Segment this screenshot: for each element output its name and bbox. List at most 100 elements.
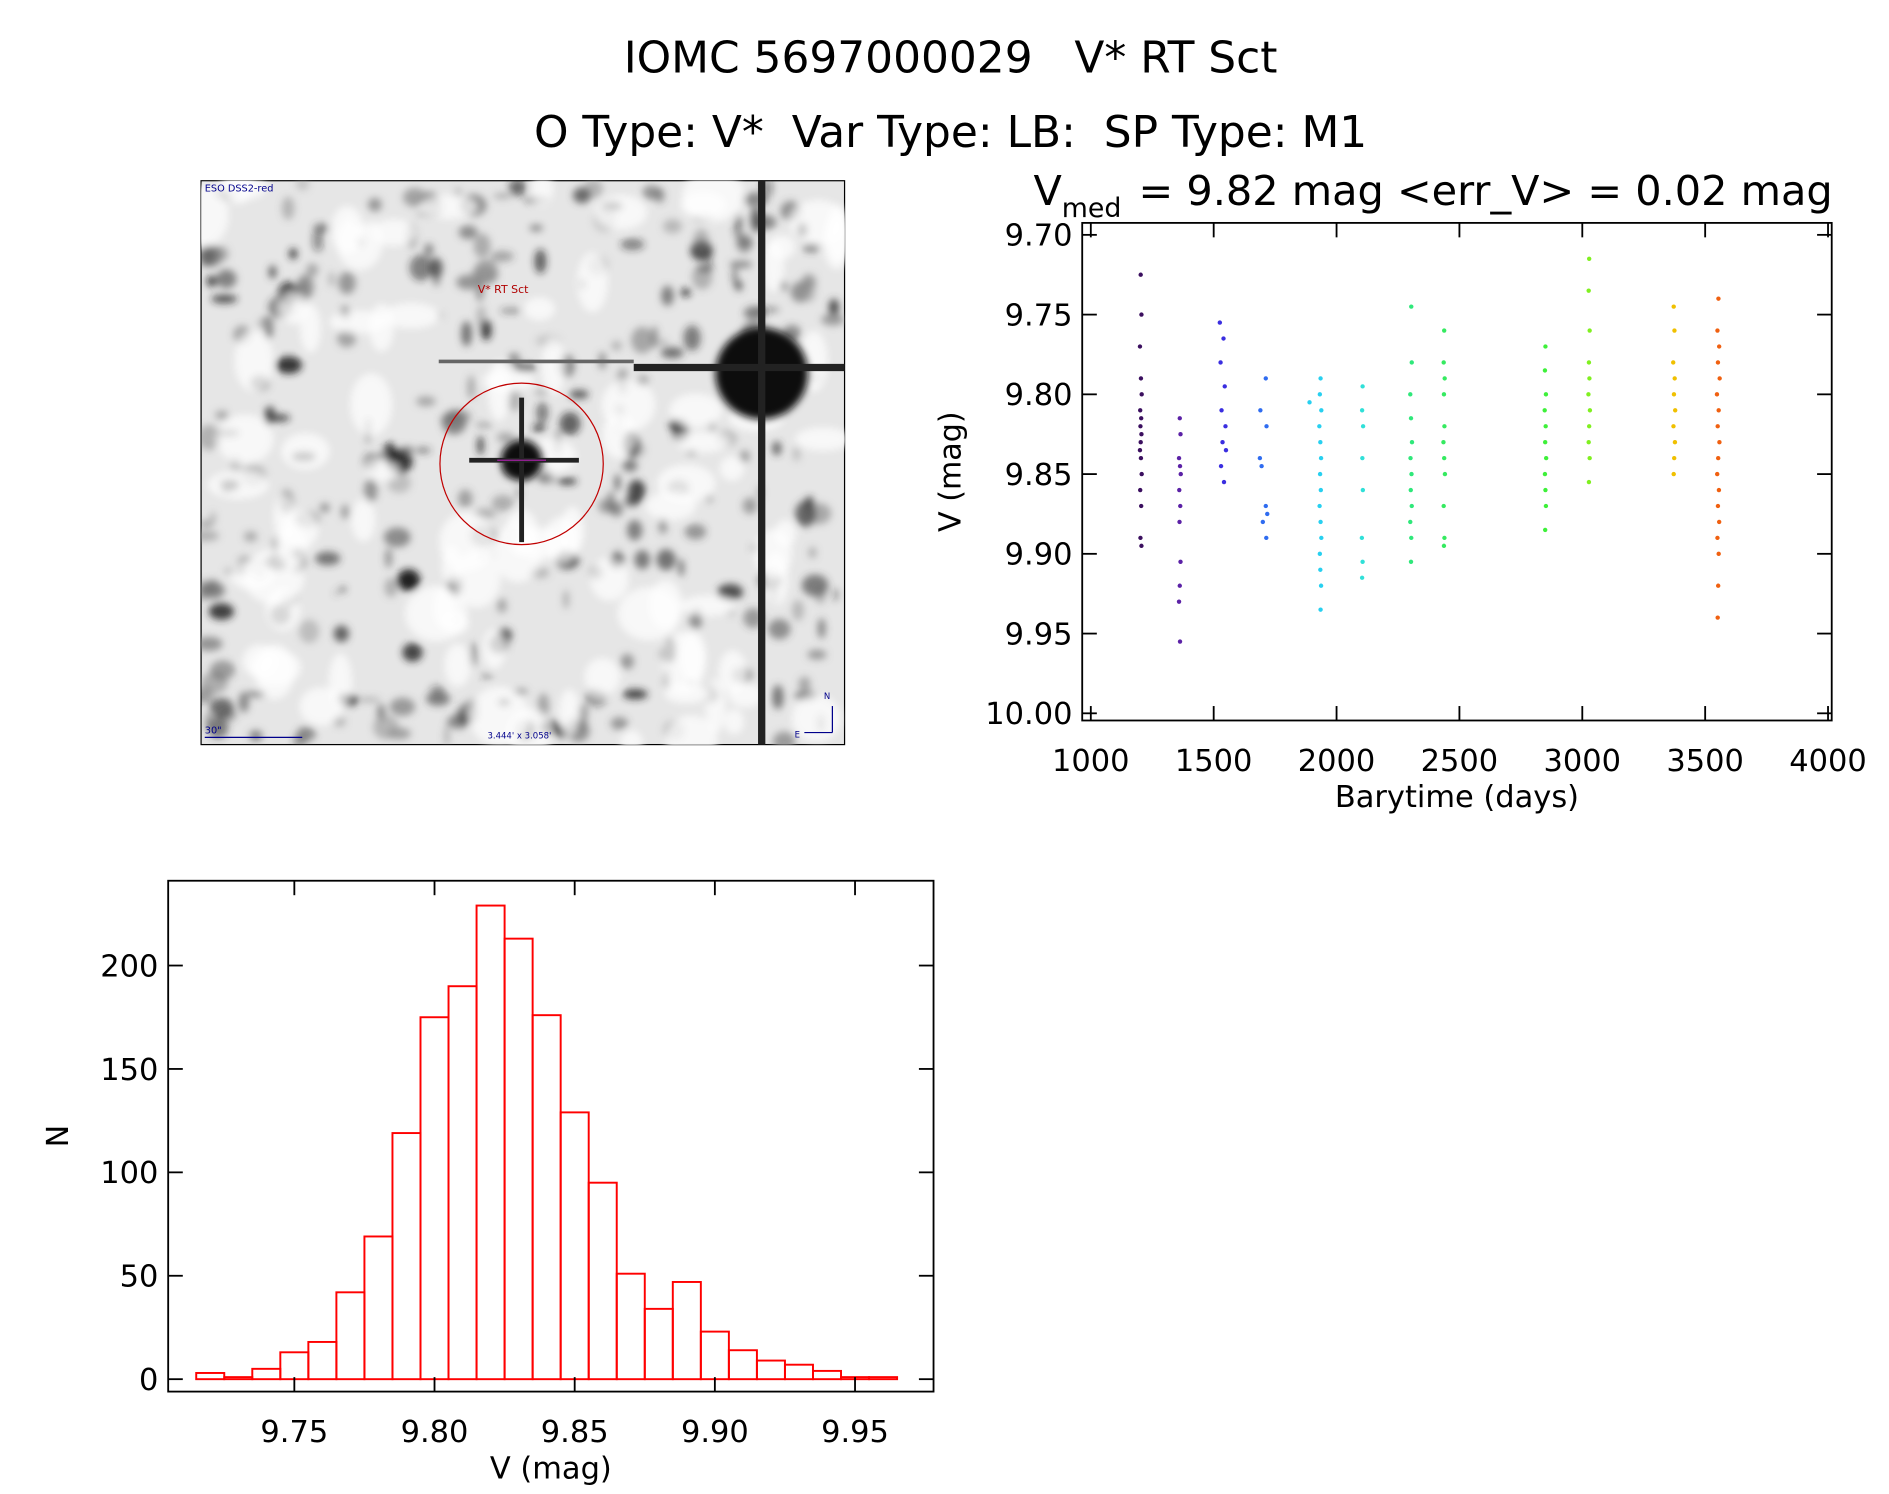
sky-blob xyxy=(795,500,816,527)
scatter-title: Vmed = 9.82 mag <err_V> = 0.02 mag xyxy=(1033,167,1832,224)
data-point xyxy=(1317,551,1323,556)
data-point xyxy=(1543,392,1549,397)
data-point xyxy=(1360,455,1365,461)
data-point xyxy=(1138,376,1144,381)
histogram-bar xyxy=(195,1372,226,1381)
data-point xyxy=(1586,288,1591,293)
sky-blob xyxy=(210,511,216,525)
histogram-bar xyxy=(868,1376,899,1381)
fov-label: 3.444' x 3.058' xyxy=(487,731,551,741)
data-point xyxy=(1715,583,1721,588)
data-point xyxy=(1318,487,1324,493)
y-tick-label: 9.75 xyxy=(1005,299,1073,334)
data-point xyxy=(1587,376,1592,381)
y-tick-label: 200 xyxy=(100,950,158,985)
data-point xyxy=(1543,487,1548,493)
survey-label: ESO DSS2-red xyxy=(205,184,274,195)
sky-blob xyxy=(299,687,343,726)
sky-blob xyxy=(768,618,791,640)
data-point xyxy=(1586,360,1592,365)
sky-blob xyxy=(315,551,341,566)
sky-blob xyxy=(216,269,237,289)
sky-blob xyxy=(491,494,514,512)
sky-blob xyxy=(296,726,316,742)
sky-blob xyxy=(601,378,656,432)
data-point xyxy=(1139,392,1144,397)
data-point xyxy=(1441,440,1446,445)
sky-blob xyxy=(409,254,433,281)
sky-blob xyxy=(481,320,492,341)
sky-blob xyxy=(626,520,643,541)
data-point xyxy=(1222,384,1227,389)
data-point xyxy=(1671,471,1676,477)
data-point xyxy=(1318,455,1324,461)
sky-blob xyxy=(669,393,723,428)
title-subscript: med xyxy=(1062,193,1122,224)
data-point xyxy=(1716,296,1721,301)
y-tick-label: 9.70 xyxy=(1005,219,1073,254)
sky-blob xyxy=(500,308,522,314)
data-point xyxy=(1319,408,1324,413)
data-point xyxy=(1257,455,1263,461)
sky-blob xyxy=(386,727,411,740)
data-point xyxy=(1715,328,1720,333)
data-point xyxy=(1542,408,1547,413)
data-point xyxy=(1441,392,1447,397)
sky-blob xyxy=(735,280,743,292)
sky-blob xyxy=(350,373,393,436)
data-point xyxy=(1263,376,1268,381)
x-tick-label: 3500 xyxy=(1666,744,1744,779)
data-point xyxy=(1587,328,1592,333)
sky-blob xyxy=(477,435,484,456)
sky-blob xyxy=(257,316,274,330)
sky-blob xyxy=(676,431,729,453)
sky-blob xyxy=(444,643,471,687)
sky-blob xyxy=(732,264,738,286)
sky-blob xyxy=(402,528,408,545)
sky-blob xyxy=(680,288,691,297)
sky-blob xyxy=(415,447,431,454)
y-tick-label: 0 xyxy=(139,1363,158,1398)
sky-blob xyxy=(792,446,801,462)
sky-blob xyxy=(439,511,494,572)
data-point xyxy=(1138,487,1143,493)
data-point xyxy=(1672,376,1677,381)
data-point xyxy=(1260,519,1266,525)
data-point xyxy=(1715,424,1720,429)
sky-blob xyxy=(620,238,645,251)
data-point xyxy=(1408,487,1413,493)
data-point xyxy=(1178,503,1183,509)
sky-blob xyxy=(622,689,648,700)
sky-blob xyxy=(201,687,214,704)
target-label: V* RT Sct xyxy=(478,283,529,296)
sky-blob xyxy=(496,432,515,443)
data-point xyxy=(1318,583,1324,588)
sky-blob xyxy=(208,603,234,620)
data-point xyxy=(1586,392,1591,397)
data-point xyxy=(1223,447,1229,453)
sky-blob xyxy=(683,325,701,351)
north-label: N xyxy=(824,691,830,701)
sky-blob xyxy=(473,233,491,258)
sky-blob xyxy=(823,215,845,270)
sky-blob xyxy=(467,375,475,400)
sky-blob xyxy=(569,389,589,399)
sky-blob xyxy=(680,191,727,218)
data-point xyxy=(1672,455,1677,461)
sky-blob xyxy=(470,642,478,667)
sky-blob xyxy=(791,694,841,742)
data-point xyxy=(1714,392,1720,397)
data-point xyxy=(1178,432,1183,437)
sky-blob xyxy=(717,583,744,601)
sky-blob xyxy=(661,285,674,306)
sky-blob xyxy=(475,422,493,428)
sky-blob xyxy=(384,577,398,597)
sky-blob xyxy=(351,498,376,542)
x-tick-label: 3000 xyxy=(1544,744,1622,779)
sky-blob xyxy=(513,527,568,560)
sky-blob xyxy=(718,650,747,694)
sky-blob xyxy=(614,474,621,492)
sky-blob xyxy=(289,248,298,260)
data-point xyxy=(1717,440,1722,445)
data-point xyxy=(1317,471,1323,477)
